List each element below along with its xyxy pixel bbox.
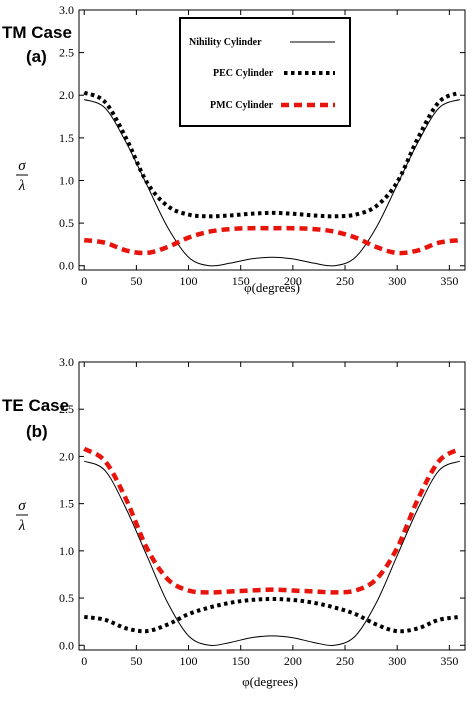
x-tick-label-te: 100 (180, 654, 198, 668)
y-axis-label-numerator-tm: σ (18, 158, 26, 174)
y-tick-label-tm: 0.0 (59, 259, 74, 273)
series-line-te-solid (84, 460, 460, 647)
x-tick-label-tm: 300 (388, 274, 406, 288)
x-tick-label-tm: 0 (81, 274, 87, 288)
panel-te: 0 50 100 150 200 250 300 350 0.0 0.5 1.0 1.5 2.0 2.5 3… (2, 355, 466, 689)
x-axis-label-tm: φ(degrees) (244, 280, 300, 295)
series-line-tm-dotted (83, 90, 461, 219)
y-tick-label-tm: 1.0 (59, 173, 74, 187)
x-tick-label-tm: 100 (180, 274, 198, 288)
y-axis-label-denominator-tm: λ (18, 178, 26, 194)
x-tick-label-te: 200 (284, 654, 302, 668)
y-tick-label-te: 0.0 (59, 638, 74, 652)
case-label-te: TE Case (2, 396, 69, 415)
y-tick-label-te: 0.5 (59, 591, 74, 605)
y-axis-label-tm: σ λ (16, 158, 28, 194)
y-axis-label-numerator-te: σ (18, 498, 26, 514)
panel-tm: 0 50 100 150 200 250 300 350 0.0 0.5 1.0 1.5 2.0 2.5 3… (2, 3, 466, 295)
case-label-tm: TM Case (2, 23, 72, 42)
y-tick-label-tm: 2.5 (59, 46, 74, 60)
x-tick-label-te: 350 (440, 654, 458, 668)
x-tick-label-te: 50 (130, 654, 142, 668)
x-tick-label-te: 0 (81, 654, 87, 668)
panel-label-a: (a) (26, 47, 47, 66)
y-axis-label-te: σ λ (16, 498, 28, 534)
x-tick-label-te: 150 (232, 654, 250, 668)
series-group-tm (83, 90, 461, 267)
y-tick-label-te: 3.0 (59, 355, 74, 369)
panel-label-b: (b) (26, 422, 48, 441)
ticks-tm: 0 50 100 150 200 250 300 350 0.0 0.5 1.0 1.5 2.0 2.5 3… (59, 3, 465, 288)
x-tick-label-tm: 250 (336, 274, 354, 288)
x-tick-label-tm: 200 (284, 274, 302, 288)
y-tick-label-te: 2.5 (59, 402, 74, 416)
legend-tm: Nihility Cylinder PEC Cylinder PMC Cylin… (179, 17, 351, 127)
series-line-te-dotted (83, 597, 461, 634)
x-tick-label-tm: 50 (130, 274, 142, 288)
x-tick-label-te: 300 (388, 654, 406, 668)
series-group-te (83, 446, 461, 647)
plot-frame-tm (78, 9, 466, 271)
x-tick-label-te: 250 (336, 654, 354, 668)
y-tick-label-tm: 3.0 (59, 3, 74, 17)
x-tick-label-tm: 150 (232, 274, 250, 288)
series-line-te-dashed (83, 446, 461, 595)
legend-label-pmc: PMC Cylinder (210, 100, 274, 111)
y-tick-label-te: 2.0 (59, 449, 74, 463)
legend-label-pec: PEC Cylinder (213, 68, 274, 79)
ticks-te: 0 50 100 150 200 250 300 350 0.0 0.5 1.0 1.5 2.0 2.5 3… (59, 355, 465, 668)
plot-frame-te (78, 361, 466, 651)
y-tick-label-te: 1.5 (59, 497, 74, 511)
y-tick-label-tm: 1.5 (59, 131, 74, 145)
y-tick-label-tm: 0.5 (59, 216, 74, 230)
legend-label-nihility: Nihility Cylinder (189, 37, 262, 48)
series-line-tm-dashed (83, 225, 461, 256)
y-tick-label-tm: 2.0 (59, 88, 74, 102)
y-axis-label-denominator-te: λ (18, 518, 26, 534)
x-tick-label-tm: 350 (440, 274, 458, 288)
y-tick-label-te: 1.0 (59, 544, 74, 558)
x-axis-label-te: φ(degrees) (242, 674, 298, 689)
